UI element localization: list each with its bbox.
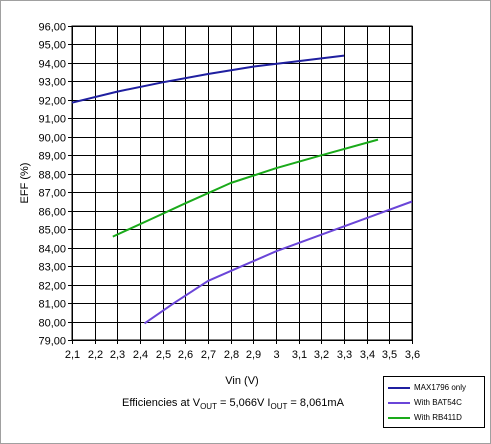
y-axis-label: EFF (%) [19, 163, 31, 204]
x-tick-label: 2,7 [201, 349, 216, 361]
y-tick-label: 91,00 [38, 114, 66, 126]
x-axis-label: Vin (V) [225, 375, 258, 387]
y-tick-label: 85,00 [38, 225, 66, 237]
y-tick-label: 93,00 [38, 77, 66, 89]
x-tick-label: 3,5 [382, 349, 397, 361]
caption-sub-vout: OUT [200, 402, 217, 411]
y-tick-label: 86,00 [38, 207, 66, 219]
x-tick-label: 3,3 [337, 349, 352, 361]
legend-label-rb411d: With RB411D [414, 413, 462, 422]
x-tick-label: 3,1 [292, 349, 307, 361]
legend-label-bat54c: With BAT54C [414, 398, 462, 407]
caption-suffix: = 8,061mA [287, 397, 344, 409]
legend-swatch-max1796 [388, 386, 410, 389]
plot-area [71, 25, 413, 341]
y-tick-label: 83,00 [38, 262, 66, 274]
chart-caption: Efficiencies at VOUT = 5,066V IOUT = 8,0… [122, 397, 344, 411]
legend-swatch-bat54c [388, 401, 410, 404]
y-tick-label: 95,00 [38, 40, 66, 52]
series-line-1 [143, 200, 413, 325]
y-tick-label: 94,00 [38, 59, 66, 71]
legend-label-max1796: MAX1796 only [414, 383, 467, 392]
x-tick-label: 2,6 [178, 349, 193, 361]
legend-entry-bat54c: With BAT54C [388, 395, 480, 410]
x-tick-label: 2,9 [246, 349, 261, 361]
y-tick-label: 92,00 [38, 96, 66, 108]
y-tick-label: 84,00 [38, 244, 66, 256]
series-line-2 [112, 138, 379, 238]
y-tick-label: 81,00 [38, 299, 66, 311]
y-tick-label: 80,00 [38, 318, 66, 330]
y-tick-label: 79,00 [38, 336, 66, 348]
y-tick-label: 90,00 [38, 133, 66, 145]
caption-sub-iout: OUT [270, 402, 288, 411]
y-tick-label: 87,00 [38, 188, 66, 200]
x-tick-label: 3,6 [405, 349, 420, 361]
x-tick-label: 2,5 [156, 349, 171, 361]
x-tick-label: 3,2 [314, 349, 329, 361]
x-tick-label: 2,2 [88, 349, 103, 361]
caption-mid: = 5,066V I [216, 397, 271, 409]
legend-swatch-rb411d [388, 416, 410, 419]
y-tick-label: 96,00 [38, 22, 66, 34]
y-tick-label: 88,00 [38, 170, 66, 182]
series-line-0 [71, 54, 345, 104]
legend-entry-rb411d: With RB411D [388, 410, 480, 425]
y-tick-label: 89,00 [38, 151, 66, 163]
y-tick-label: 82,00 [38, 281, 66, 293]
legend-entry-max1796: MAX1796 only [388, 380, 480, 395]
x-tick-label: 3,4 [360, 349, 375, 361]
x-tick-label: 2,8 [224, 349, 239, 361]
x-tick-label: 2,3 [110, 349, 125, 361]
x-tick-label: 3 [273, 349, 279, 361]
chart-legend: MAX1796 only With BAT54C With RB411D [383, 376, 485, 428]
caption-prefix: Efficiencies at V [122, 397, 201, 409]
x-tick-label: 2,4 [133, 349, 148, 361]
x-tick-label: 2,1 [65, 349, 80, 361]
